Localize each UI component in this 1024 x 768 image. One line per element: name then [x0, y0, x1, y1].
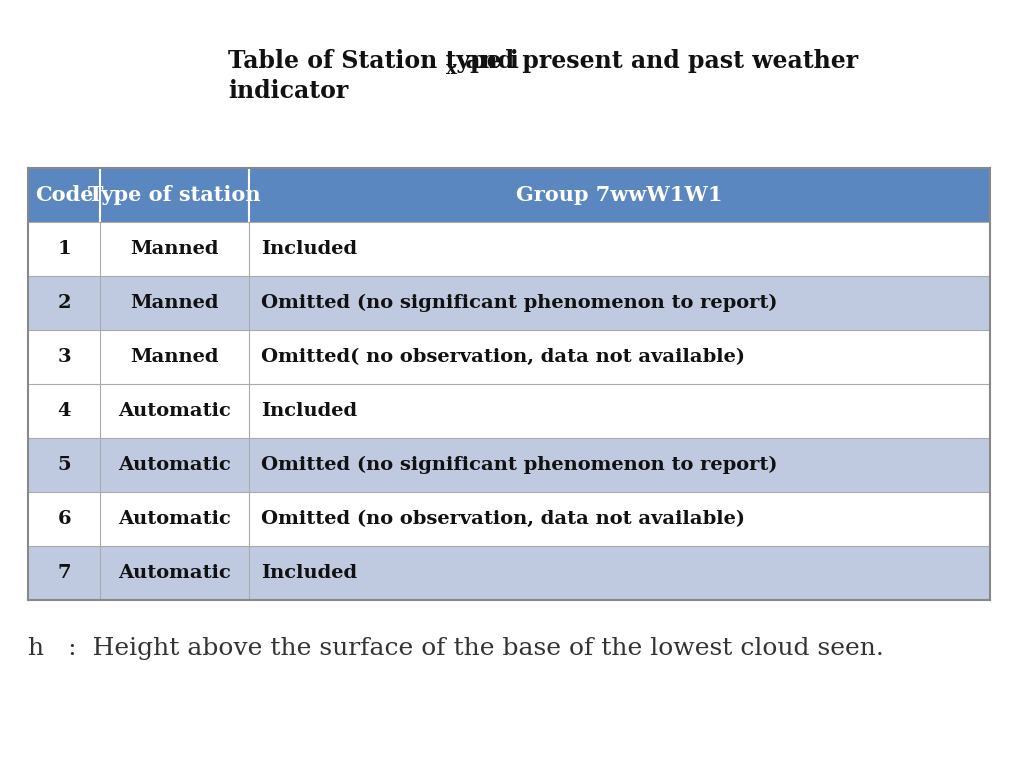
Text: 6: 6	[57, 510, 71, 528]
Text: 4: 4	[57, 402, 71, 420]
Text: Manned: Manned	[130, 240, 219, 258]
Bar	[28, 546, 990, 600]
Bar	[28, 222, 990, 276]
Text: Included: Included	[261, 564, 357, 582]
Text: Type of station: Type of station	[88, 185, 261, 205]
Text: h   :  Height above the surface of the base of the lowest cloud seen.: h : Height above the surface of the base…	[28, 637, 884, 660]
Text: Automatic: Automatic	[118, 510, 231, 528]
Text: Included: Included	[261, 402, 357, 420]
Text: x: x	[446, 60, 457, 78]
Text: Code: Code	[35, 185, 93, 205]
Text: Omitted (no significant phenomenon to report): Omitted (no significant phenomenon to re…	[261, 456, 778, 474]
Text: Included: Included	[261, 240, 357, 258]
Bar	[28, 330, 990, 384]
Text: 5: 5	[57, 456, 71, 474]
Text: Table of Station type i: Table of Station type i	[228, 49, 519, 73]
Bar	[28, 438, 990, 492]
Text: Manned: Manned	[130, 294, 219, 312]
Bar	[28, 384, 990, 438]
Text: Manned: Manned	[130, 348, 219, 366]
Text: Omitted (no observation, data not available): Omitted (no observation, data not availa…	[261, 510, 745, 528]
Text: Automatic: Automatic	[118, 564, 231, 582]
Text: and present and past weather: and present and past weather	[457, 49, 858, 73]
Text: 1: 1	[57, 240, 71, 258]
Text: indicator: indicator	[228, 79, 348, 103]
Text: Automatic: Automatic	[118, 402, 231, 420]
Text: Omitted (no significant phenomenon to report): Omitted (no significant phenomenon to re…	[261, 294, 778, 312]
Text: Omitted( no observation, data not available): Omitted( no observation, data not availa…	[261, 348, 745, 366]
Bar	[28, 276, 990, 330]
Text: 7: 7	[57, 564, 71, 582]
Text: Automatic: Automatic	[118, 456, 231, 474]
Bar	[28, 168, 990, 222]
Text: Group 7wwW1W1: Group 7wwW1W1	[516, 185, 723, 205]
Text: 3: 3	[57, 348, 71, 366]
Text: 2: 2	[57, 294, 71, 312]
Bar	[28, 492, 990, 546]
